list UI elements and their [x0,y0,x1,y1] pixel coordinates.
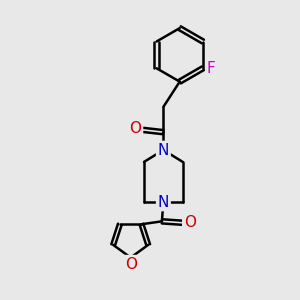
Text: F: F [207,61,216,76]
Text: O: O [125,256,137,272]
Text: O: O [129,121,141,136]
Text: N: N [158,194,169,209]
Text: N: N [158,142,169,158]
Text: O: O [184,215,196,230]
